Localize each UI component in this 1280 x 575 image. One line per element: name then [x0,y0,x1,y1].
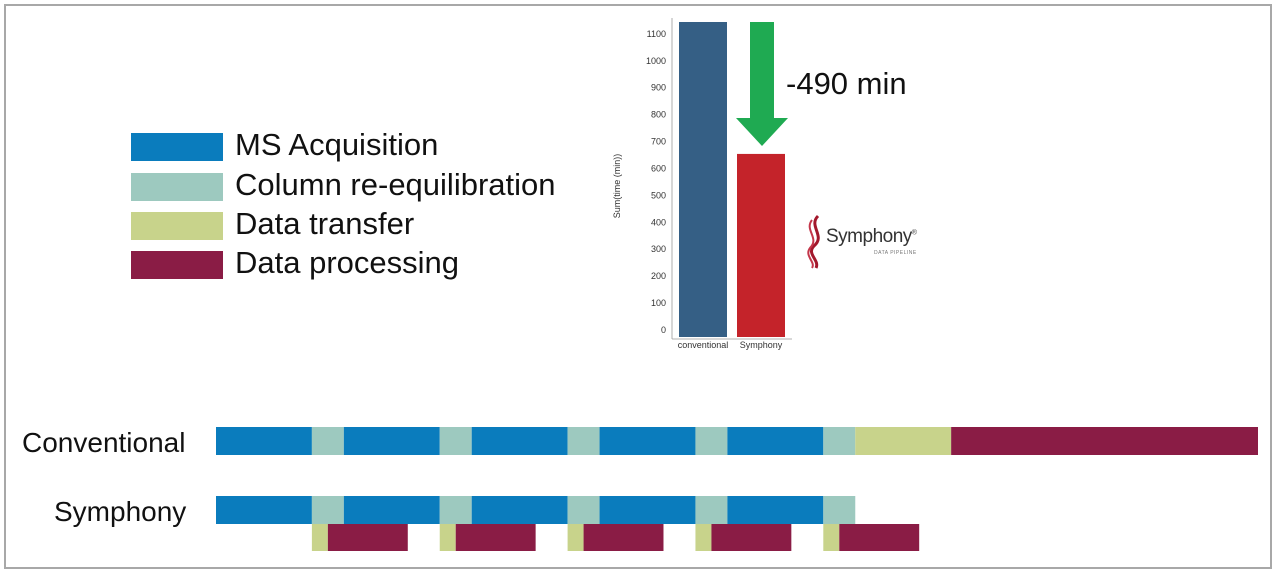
row-label-symphony: Symphony [54,496,187,527]
timeline-segment-ms [727,496,824,524]
bar-chart-category-label: Symphony [740,340,783,350]
legend-label-processing: Data processing [235,245,460,280]
timeline-subsegment-transfer [695,524,712,551]
legend-label-transfer: Data transfer [235,206,415,241]
figure-frame [4,4,1272,569]
timeline-segment-ms [343,427,440,455]
timeline-subsegment-processing [327,524,408,551]
bar-chart-ytick-label: 900 [651,83,666,93]
bar-chart-ytick-label: 1100 [647,29,666,39]
timeline-segment-col [311,427,344,455]
symphony-logo: Symphony® DATA PIPELINE [804,214,934,270]
reduction-arrow-icon [736,22,788,146]
timeline-segment-ms [216,427,312,455]
bar-conventional [679,22,727,337]
timeline-subsegment-transfer [311,524,328,551]
timeline-segment-col [567,427,600,455]
timeline-subsegment-processing [455,524,536,551]
bar-symphony [737,153,785,337]
timeline-segment-col [695,427,728,455]
timeline-segment-ms [471,427,568,455]
symphony-logo-subtitle: DATA PIPELINE [874,250,917,256]
timeline-subsegment-processing [839,524,920,551]
symphony-logo-text: Symphony [826,226,912,247]
bar-chart-bars: conventional Symphony [678,22,785,350]
timeline-subsegment-transfer [567,524,584,551]
bar-chart-axis [671,18,792,340]
timeline-segment-ms [599,496,696,524]
timeline-subsegment-transfer [823,524,840,551]
bar-chart-ytick-label: 0 [661,325,666,335]
legend-label-column: Column re-equilibration [235,167,556,202]
timeline-segment-col [311,496,344,524]
bar-chart-ticks: 0 100 200 300 400 500 600 700 800 900 1000 1100 [646,29,666,335]
bar-chart-ytick-label: 100 [651,298,666,308]
bar-chart-category-label: conventional [678,340,729,350]
bar-chart-ytick-label: 500 [651,190,666,200]
row-label-conventional: Conventional [22,427,186,458]
timeline-segment-processing [951,427,1258,455]
timeline-segment-col [695,496,728,524]
symphony-logo-mark: ® [911,229,917,237]
bar-chart-ytick-label: 200 [651,271,666,281]
bar-chart-ytick-label: 400 [651,217,666,227]
bar-chart-ylabel: Sum(time (min)) [612,154,622,219]
legend-swatch-processing [131,251,223,279]
bar-chart-ytick-label: 300 [651,244,666,254]
bar-chart-ytick-label: 800 [651,110,666,120]
timeline-segment-ms [216,496,312,524]
timeline-segment-ms [343,496,440,524]
timeline-segment-ms [727,427,824,455]
bar-chart-ytick-label: 1000 [646,56,666,66]
timeline-segment-col [439,427,472,455]
legend-swatch-column [131,173,223,201]
timeline-segment-ms [599,427,696,455]
timeline-segment-col [823,427,856,455]
timeline-segment-transfer [855,427,952,455]
timeline-subsegment-processing [711,524,792,551]
timeline-segment-col [439,496,472,524]
timeline-subsegment-processing [583,524,664,551]
reduction-annotation: -490 min [786,66,907,101]
legend-label-ms: MS Acquisition [235,127,439,162]
legend-swatch-transfer [131,212,223,240]
legend-swatch-ms [131,133,223,161]
bar-chart-ytick-label: 700 [651,137,666,147]
symphony-logo-mark-icon [807,214,820,269]
timeline-segment-col [823,496,856,524]
bar-chart-ytick-label: 600 [651,163,666,173]
timeline-segments [216,427,1258,551]
timeline-subsegment-transfer [439,524,456,551]
timeline-segment-ms [471,496,568,524]
timeline-segment-col [567,496,600,524]
